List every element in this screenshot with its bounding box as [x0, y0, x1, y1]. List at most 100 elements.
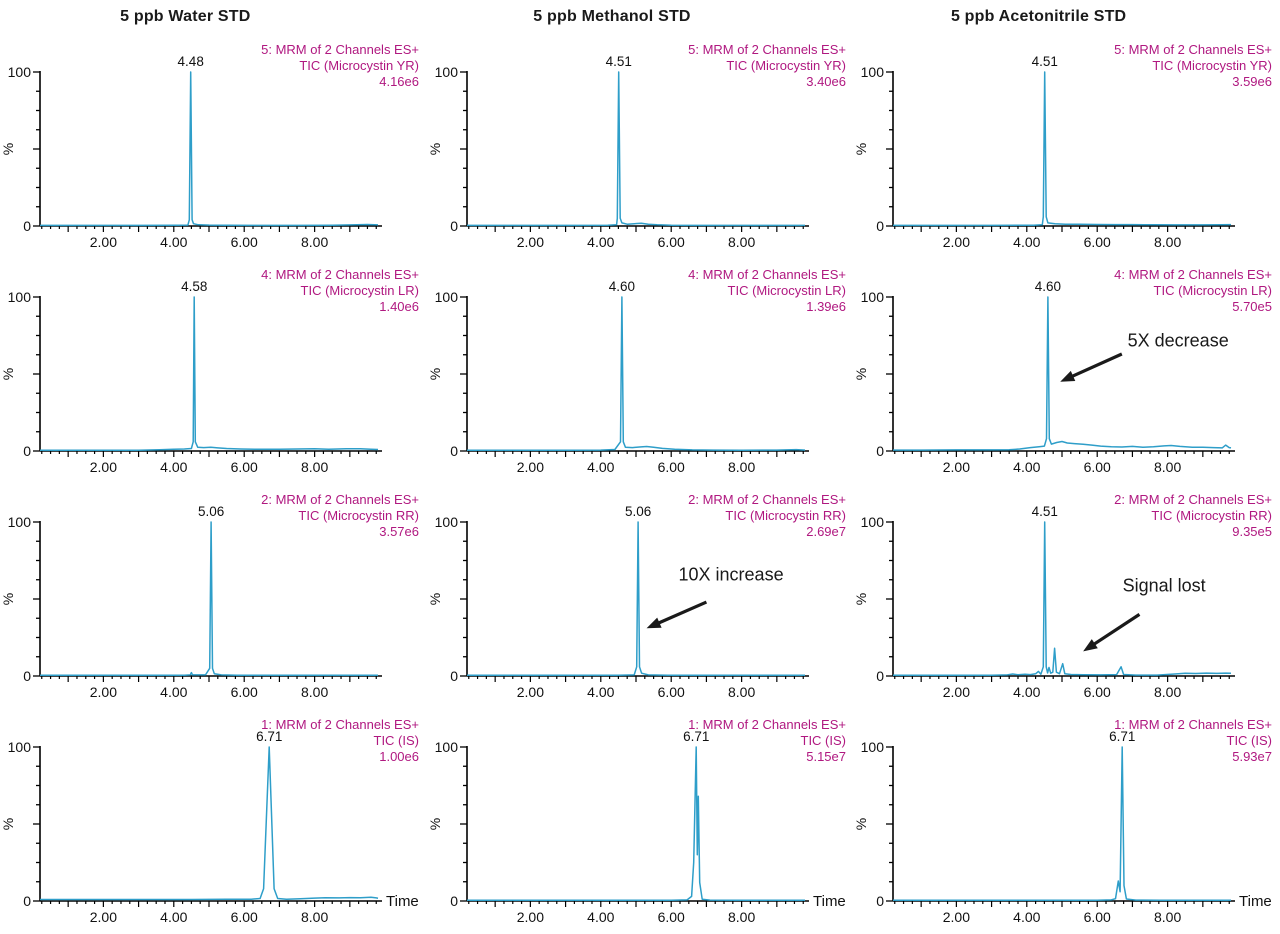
peak-rt-label: 6.71 — [256, 729, 282, 744]
chromatogram-trace — [893, 746, 1232, 901]
chromatogram-panel: 2.00 4.00 6.00 8.00 100 0% 5: MRM of 2 Channel… — [853, 34, 1279, 259]
y-axis-title: % — [0, 368, 16, 380]
x-tick-label: 2.00 — [516, 234, 543, 250]
chromatogram-panel: 2.00 4.00 6.00 8.00 100 0% 4: MRM of 2 Channel… — [853, 259, 1279, 484]
x-tick-label: 6.00 — [1084, 234, 1111, 250]
annotation-arrow — [1091, 613, 1141, 647]
y-min-label: 0 — [877, 443, 885, 459]
column-title-methanol: 5 ppb Methanol STD — [533, 8, 691, 25]
intensity-value: 1.00e6 — [379, 749, 419, 764]
chromatogram-panel: 2.00 4.00 6.00 8.00 100 0% 1: MRM of 2 Channel… — [853, 709, 1279, 934]
x-tick-label: 4.00 — [1013, 459, 1040, 475]
chromatogram-panel: 2.00 4.00 6.00 8.00 100 0% 5: MRM of 2 Channel… — [427, 34, 853, 259]
peak-rt-label: 6.71 — [683, 729, 709, 744]
peak-rt-label: 4.48 — [178, 54, 204, 69]
x-tick-label: 2.00 — [516, 909, 543, 925]
channel-label: 1: MRM of 2 Channels ES+ — [261, 717, 419, 732]
tic-label: TIC (Microcystin RR) — [1152, 508, 1273, 523]
chromatogram-panel: 2.00 4.00 6.00 8.00 100 0% 2: MRM of 2 Channel… — [853, 484, 1279, 709]
channel-label: 2: MRM of 2 Channels ES+ — [688, 492, 846, 507]
chromatogram-svg: 2.00 4.00 6.00 8.00 100 0% 5: MRM of 2 Channel… — [0, 42, 419, 250]
y-min-label: 0 — [450, 218, 458, 234]
chromatogram-trace — [40, 521, 378, 676]
y-axis-title: % — [853, 143, 869, 155]
x-tick-label: 8.00 — [1154, 459, 1181, 475]
annotation-arrowhead — [1060, 370, 1076, 382]
x-tick-label: 6.00 — [1084, 909, 1111, 925]
tic-label: TIC (Microcystin YR) — [726, 58, 846, 73]
tic-label: TIC (Microcystin YR) — [299, 58, 419, 73]
time-axis-label: Time — [813, 893, 846, 910]
chromatogram-svg: 2.00 4.00 6.00 8.00 100 0% 4: MRM of 2 Channel… — [0, 267, 419, 475]
tic-label: TIC (IS) — [374, 733, 420, 748]
x-tick-label: 2.00 — [943, 909, 970, 925]
chromatogram-svg: 2.00 4.00 6.00 8.00 100 0% 1: MRM of 2 Channel… — [0, 717, 420, 925]
chromatogram-trace — [466, 746, 805, 901]
y-axis-title: % — [427, 143, 443, 155]
peak-rt-label: 5.06 — [625, 504, 651, 519]
annotation-text: 10X increase — [678, 565, 783, 585]
y-axis-title: % — [427, 368, 443, 380]
x-tick-label: 8.00 — [728, 234, 755, 250]
intensity-value: 5.15e7 — [806, 749, 846, 764]
intensity-value: 3.57e6 — [379, 524, 419, 539]
y-axis-title: % — [427, 818, 443, 830]
peak-rt-label: 4.51 — [1032, 54, 1058, 69]
tic-label: TIC (IS) — [800, 733, 846, 748]
chromatogram-svg: 2.00 4.00 6.00 8.00 100 0% 4: MRM of 2 Channel… — [853, 267, 1272, 475]
channel-label: 1: MRM of 2 Channels ES+ — [688, 717, 846, 732]
y-axis-title: % — [853, 368, 869, 380]
channel-label: 4: MRM of 2 Channels ES+ — [261, 267, 419, 282]
chromatogram-svg: 2.00 4.00 6.00 8.00 100 0% 4: MRM of 2 Channel… — [427, 267, 846, 475]
peak-rt-label: 4.51 — [1032, 504, 1058, 519]
chromatogram-trace — [466, 521, 805, 676]
x-tick-label: 4.00 — [160, 234, 187, 250]
column-title-acetonitrile: 5 ppb Acetonitrile STD — [950, 8, 1127, 25]
intensity-value: 3.40e6 — [806, 74, 846, 89]
chromatogram-trace — [40, 746, 379, 901]
y-max-label: 100 — [8, 739, 32, 755]
x-tick-label: 2.00 — [90, 234, 117, 250]
x-tick-label: 4.00 — [587, 909, 614, 925]
x-tick-label: 6.00 — [657, 234, 684, 250]
x-tick-label: 2.00 — [516, 459, 543, 475]
chromatogram-panel: 2.00 4.00 6.00 8.00 100 0% 4: MRM of 2 Channel… — [427, 259, 853, 484]
channel-label: 2: MRM of 2 Channels ES+ — [261, 492, 419, 507]
tic-label: TIC (Microcystin LR) — [301, 283, 419, 298]
y-axis-title: % — [427, 593, 443, 605]
x-tick-label: 2.00 — [90, 459, 117, 475]
peak-rt-label: 4.51 — [605, 54, 631, 69]
channel-label: 4: MRM of 2 Channels ES+ — [688, 267, 846, 282]
channel-label: 5: MRM of 2 Channels ES+ — [688, 42, 846, 57]
intensity-value: 5.93e7 — [1233, 749, 1273, 764]
x-tick-label: 4.00 — [587, 234, 614, 250]
x-tick-label: 8.00 — [1154, 684, 1181, 700]
peak-rt-label: 6.71 — [1109, 729, 1135, 744]
chromatogram-svg: 2.00 4.00 6.00 8.00 100 0% 1: MRM of 2 Channel… — [853, 717, 1273, 925]
x-tick-label: 6.00 — [657, 909, 684, 925]
x-tick-label: 8.00 — [301, 684, 328, 700]
x-tick-label: 4.00 — [587, 459, 614, 475]
annotation-arrowhead — [646, 617, 662, 629]
x-tick-label: 8.00 — [728, 909, 755, 925]
chromatogram-grid: 2.00 4.00 6.00 8.00 100 0% 5: MRM of 2 Channel… — [0, 34, 1280, 934]
intensity-value: 1.40e6 — [379, 299, 419, 314]
chromatogram-panel: 2.00 4.00 6.00 8.00 100 0% 2: MRM of 2 Channel… — [427, 484, 853, 709]
y-axis-title: % — [0, 143, 16, 155]
chromatogram-trace — [893, 296, 1232, 451]
y-min-label: 0 — [877, 893, 885, 909]
x-tick-label: 2.00 — [516, 684, 543, 700]
chromatogram-svg: 2.00 4.00 6.00 8.00 100 0% 2: MRM of 2 Channel… — [0, 492, 419, 700]
chromatogram-panel: 2.00 4.00 6.00 8.00 100 0% 4: MRM of 2 Channel… — [0, 259, 426, 484]
x-tick-label: 8.00 — [301, 459, 328, 475]
channel-label: 1: MRM of 2 Channels ES+ — [1114, 717, 1272, 732]
chromatogram-svg: 2.00 4.00 6.00 8.00 100 0% 2: MRM of 2 Channel… — [427, 492, 846, 700]
intensity-value: 2.69e7 — [806, 524, 846, 539]
chromatogram-trace — [466, 71, 805, 227]
channel-label: 4: MRM of 2 Channels ES+ — [1114, 267, 1272, 282]
x-tick-label: 4.00 — [1013, 684, 1040, 700]
column-titles: 5 ppb Water STD 5 ppb Methanol STD 5 ppb… — [0, 0, 1280, 34]
y-max-label: 100 — [861, 64, 885, 80]
x-tick-label: 4.00 — [1013, 909, 1040, 925]
y-max-label: 100 — [434, 514, 458, 530]
